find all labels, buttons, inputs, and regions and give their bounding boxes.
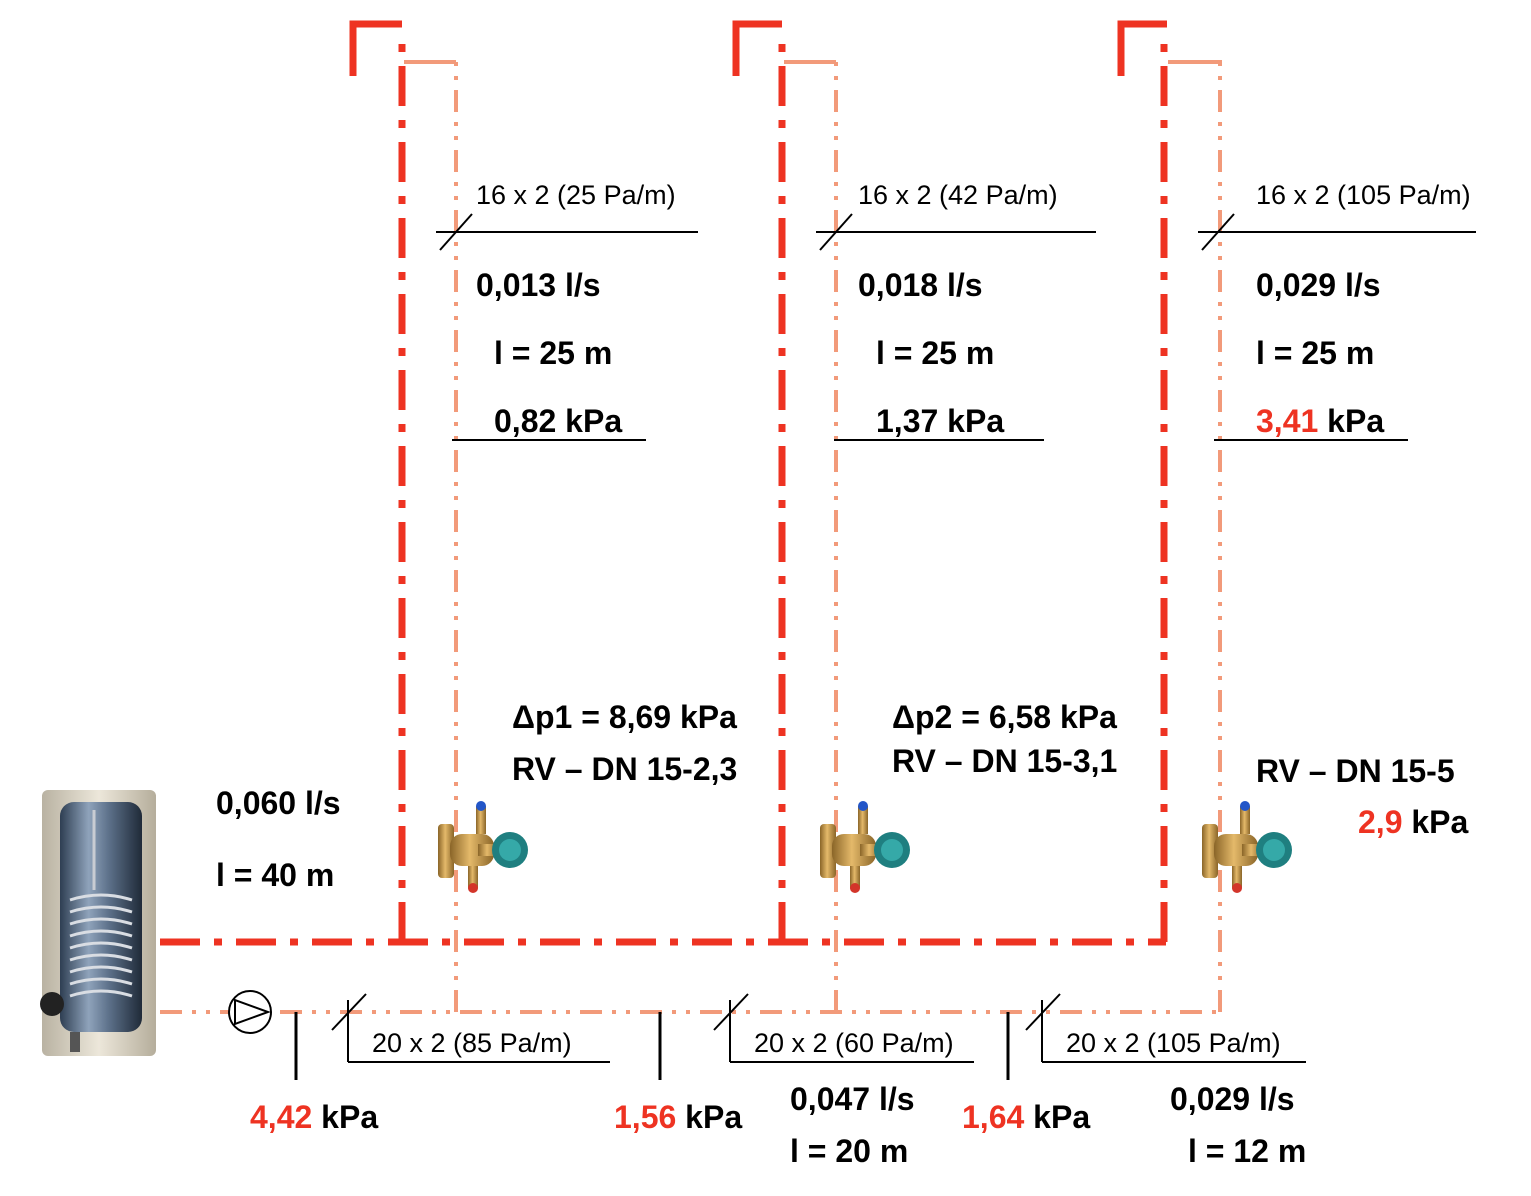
- node-2-pressure: 1,56 kPa: [614, 1099, 742, 1135]
- return-segment-3-flow: 0,029 l/s: [1170, 1081, 1295, 1117]
- riser-1-pipe-spec: 16 x 2 (25 Pa/m): [476, 180, 676, 210]
- riser-1-dp-label: Δp1 = 8,69 kPa: [512, 699, 737, 735]
- riser-2-pipe-spec: 16 x 2 (42 Pa/m): [858, 180, 1058, 210]
- riser-3-valve-label: RV – DN 15-5: [1256, 753, 1455, 789]
- main-line-length: l = 40 m: [216, 857, 334, 893]
- node-2-pressure-value: 1,56: [614, 1099, 676, 1135]
- node-2-pressure-unit: kPa: [685, 1099, 742, 1135]
- node-3-pressure-unit: kPa: [1033, 1099, 1090, 1135]
- return-segment-2-length: l = 20 m: [790, 1133, 908, 1169]
- riser-3-flow: 0,029 l/s: [1256, 267, 1381, 303]
- riser-3-valve-dp-unit: kPa: [1411, 804, 1468, 840]
- return-segment-3-annotation: 20 x 2 (105 Pa/m) 0,029 l/s l = 12 m: [1025, 993, 1306, 1169]
- return-segment-2-flow: 0,047 l/s: [790, 1081, 915, 1117]
- riser-3-pressure: 3,41 kPa: [1256, 403, 1384, 439]
- node-1-pressure-unit: kPa: [321, 1099, 378, 1135]
- riser-2-length: l = 25 m: [876, 335, 994, 371]
- riser-3-valve-dp: 2,9 kPa: [1358, 804, 1469, 840]
- balancing-valve-icon: [1202, 801, 1292, 893]
- riser-2-flow: 0,018 l/s: [858, 267, 983, 303]
- return-pipes: [160, 62, 1222, 1014]
- riser-1-pressure: 0,82 kPa: [494, 403, 622, 439]
- return-segment-2-annotation: 20 x 2 (60 Pa/m) 0,047 l/s l = 20 m: [713, 993, 974, 1169]
- riser-2-valve-label: RV – DN 15-3,1: [892, 743, 1117, 779]
- node-3-pressure-value: 1,64: [962, 1099, 1024, 1135]
- node-1-pressure: 4,42 kPa: [250, 1099, 378, 1135]
- riser-2-annotation: 16 x 2 (42 Pa/m) 0,018 l/s l = 25 m 1,37…: [816, 180, 1096, 441]
- riser-3-valve-dp-value: 2,9: [1358, 804, 1402, 840]
- return-segment-3-length: l = 12 m: [1188, 1133, 1306, 1169]
- circulation-pump-icon: [228, 990, 272, 1034]
- riser-2-pressure: 1,37 kPa: [876, 403, 1004, 439]
- riser-3-pressure-value: 3,41: [1256, 403, 1318, 439]
- riser-1-annotation: 16 x 2 (25 Pa/m) 0,013 l/s l = 25 m 0,82…: [436, 180, 698, 441]
- riser-2-dp-label: Δp2 = 6,58 kPa: [892, 699, 1117, 735]
- riser-1-pressure-unit: kPa: [565, 403, 622, 439]
- main-line-flow: 0,060 l/s: [216, 785, 341, 821]
- water-heater-tank-icon: [40, 790, 156, 1056]
- riser-2-pressure-value: 1,37: [876, 403, 938, 439]
- return-segment-1-pipe-spec: 20 x 2 (85 Pa/m): [372, 1028, 572, 1058]
- riser-3-pipe-spec: 16 x 2 (105 Pa/m): [1256, 180, 1471, 210]
- riser-3-annotation: 16 x 2 (105 Pa/m) 0,029 l/s l = 25 m 3,4…: [1198, 180, 1476, 441]
- return-segment-2-pipe-spec: 20 x 2 (60 Pa/m): [754, 1028, 954, 1058]
- supply-riser-tops: [349, 20, 1167, 76]
- riser-1-flow: 0,013 l/s: [476, 267, 601, 303]
- return-segment-1-annotation: 20 x 2 (85 Pa/m): [331, 993, 610, 1063]
- riser-3-pressure-unit: kPa: [1327, 403, 1384, 439]
- return-segment-3-pipe-spec: 20 x 2 (105 Pa/m): [1066, 1028, 1281, 1058]
- riser-2-pressure-unit: kPa: [947, 403, 1004, 439]
- node-1-pressure-value: 4,42: [250, 1099, 312, 1135]
- node-3-pressure: 1,64 kPa: [962, 1099, 1090, 1135]
- riser-1-length: l = 25 m: [494, 335, 612, 371]
- riser-3-length: l = 25 m: [1256, 335, 1374, 371]
- balancing-valve-icon: [438, 801, 528, 893]
- riser-1-pressure-value: 0,82: [494, 403, 556, 439]
- supply-pipes: [160, 40, 1168, 946]
- balancing-valve-icon: [820, 801, 910, 893]
- riser-1-valve-label: RV – DN 15-2,3: [512, 751, 737, 787]
